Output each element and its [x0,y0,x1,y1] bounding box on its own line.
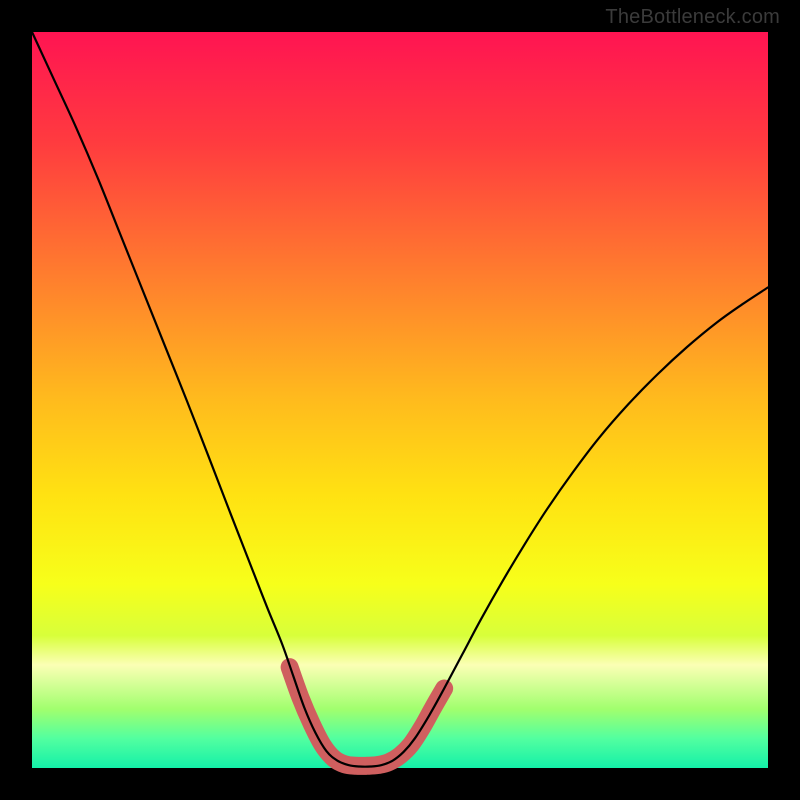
attribution-text: TheBottleneck.com [605,6,780,29]
chart-overlay [32,32,768,768]
primary-curve [32,32,768,767]
plot-area [32,32,768,768]
highlight-segment [290,667,445,766]
